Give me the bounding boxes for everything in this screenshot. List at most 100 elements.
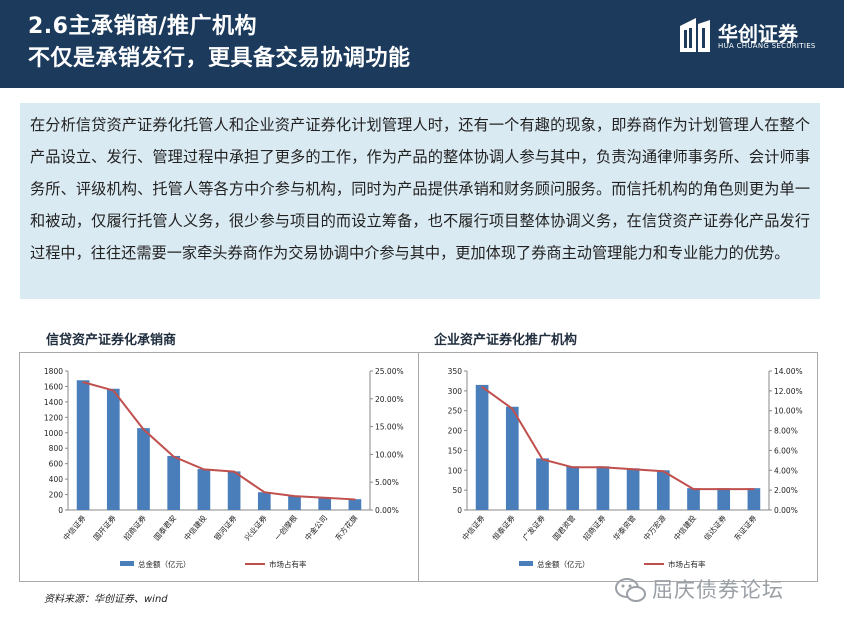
- chart2-share-point: [511, 407, 514, 410]
- chart2-share-point: [632, 468, 634, 471]
- logo-name-en: HUA CHUANG SECURITIES: [718, 42, 816, 50]
- chart1-share-point: [233, 470, 235, 473]
- chart2-left-tick-label: 250: [448, 407, 463, 416]
- watermark: 屈庆债券论坛: [614, 570, 824, 610]
- chart1-x-tick-label: 国泰君安: [151, 512, 178, 542]
- chart2-left-tick-label: 50: [452, 486, 462, 495]
- chart1-left-tick-label: 1400: [44, 398, 63, 407]
- chart2-x-tick-label: 恒泰证券: [490, 512, 517, 542]
- source-note: 资料来源：华创证券、wind: [44, 594, 168, 605]
- chart2-right-tick-label: 4.00%: [774, 466, 798, 475]
- chart1-share-point: [263, 491, 266, 494]
- chart1-share-point: [293, 495, 296, 497]
- chart2-right-tick-label: 10.00%: [774, 407, 803, 416]
- chart2-bar: [626, 468, 640, 510]
- slide-subtitle: 不仅是承销发行，更具备交易协调功能: [28, 46, 411, 71]
- chart1-share-point: [82, 381, 84, 383]
- chart1-right-tick-label: 5.00%: [375, 478, 399, 487]
- chart1-right-tick-label: 0.00%: [375, 506, 399, 515]
- chart2-left-tick-label: 100: [448, 466, 463, 475]
- chart1-right-tick-label: 10.00%: [375, 450, 404, 459]
- chart1-right-tick-label: 15.00%: [375, 423, 404, 432]
- building-logo-icon: [680, 18, 710, 52]
- chart2-share-line: [481, 386, 754, 491]
- chart1-left-tick-label: 400: [49, 475, 64, 484]
- chart1-panel: 0 200 400 600 800 1000 1200 1400 1600 1800 0.00% 5.…: [19, 352, 419, 582]
- chart1-x-tick-label: 招商证券: [121, 512, 148, 542]
- chart1-left-tick-label: 0: [58, 506, 63, 515]
- chart2-right-tick-label: 6.00%: [774, 446, 798, 455]
- chart2-x-tick-label: 东证证券: [731, 512, 758, 542]
- intro-paragraph: 在分析信贷资产证券化托管人和企业资产证券化计划管理人时，还有一个有趣的现象，即券…: [30, 116, 810, 262]
- chart2-x-tick-label: 国君资管: [550, 512, 577, 542]
- chart1-bar: [167, 455, 181, 510]
- chart2-bar: [505, 406, 519, 510]
- chart1-bar: [76, 380, 90, 510]
- chart2-right-tick-label: 8.00%: [774, 427, 798, 436]
- chart1-share-line: [82, 381, 355, 501]
- chart1-share-point: [323, 496, 326, 499]
- chart2-right-tick-label: 2.00%: [774, 486, 798, 495]
- chart2-bar: [656, 470, 670, 510]
- chart2-right-tick-label: 12.00%: [774, 387, 803, 396]
- chart1-x-tick-label: 中信证券: [61, 512, 88, 542]
- chart2-share-point: [692, 488, 695, 490]
- chart2-svg: 0 50 100 150 200 250 300 350 0.00% 2.00% 4.00% 6.00…: [448, 367, 803, 569]
- chart2-right-tick-label: 0.00%: [774, 506, 798, 515]
- chart2-legend-bar-label: 总金额（亿元）: [537, 559, 590, 569]
- intro-textbox: 在分析信贷资产证券化托管人和企业资产证券化计划管理人时，还有一个有趣的现象，即券…: [20, 103, 820, 299]
- chart2-x-tick-label: 中万宏源: [641, 512, 668, 542]
- chart2-bar: [566, 466, 580, 510]
- chart2-panel: 0 50 100 150 200 250 300 350 0.00% 2.00% 4.00% 6.00…: [418, 352, 818, 582]
- chart1-share-point: [172, 455, 175, 458]
- chart1-left-tick-label: 1200: [44, 413, 63, 422]
- company-logo: 华创证券 HUA CHUANG SECURITIES: [676, 16, 826, 56]
- chart2-x-tick-label: 广发证券: [520, 512, 547, 542]
- logo-name-cn: 华创证券: [718, 22, 798, 46]
- chart2-x-tick-label: 招商证券: [580, 512, 607, 542]
- chart1-share-point: [142, 428, 145, 431]
- chart1-share-point: [112, 389, 115, 392]
- slide-header: 2.6主承销商/推广机构 不仅是承销发行，更具备交易协调功能 华创证券 HUA …: [0, 0, 844, 88]
- chart2-bar: [536, 458, 549, 510]
- chart2-right-tick-label: 14.00%: [774, 367, 803, 376]
- chart2-left-tick-label: 350: [448, 367, 463, 376]
- chart1-svg: 0 200 400 600 800 1000 1200 1400 1600 1800 0.00% 5.…: [44, 367, 404, 569]
- chart2-x-tick-label: 华泰资管: [611, 512, 638, 542]
- chart1-bar: [257, 492, 271, 510]
- chart1-bar: [318, 497, 332, 510]
- chart1-title: 信贷资产证券化承销商: [46, 333, 177, 348]
- chart2-bar: [747, 488, 761, 510]
- chart1-x-tick-label: 国开证券: [91, 512, 118, 542]
- chart1-x-tick-label: 银河证券: [212, 512, 239, 542]
- chart2-left-tick-label: 0: [457, 506, 462, 515]
- chart1-left-tick-label: 1600: [44, 382, 63, 391]
- chart1-bar: [197, 469, 211, 510]
- chart2-left-tick-label: 200: [448, 427, 463, 436]
- chart2-x-tick-label: 中信证券: [460, 512, 487, 542]
- watermark-text: 屈庆债券论坛: [652, 578, 784, 602]
- chart1-right-tick-label: 20.00%: [375, 395, 404, 404]
- chart2-share-point: [481, 386, 483, 388]
- chart2-bar: [475, 384, 489, 510]
- slide-title: 2.6主承销商/推广机构: [28, 14, 258, 39]
- chart2-bar: [717, 488, 731, 510]
- chart1-x-tick-label: 一创摩根: [272, 512, 299, 542]
- chart1-bar: [227, 471, 241, 510]
- chart1-x-tick-label: 东方花旗: [332, 512, 359, 542]
- chart1-bar: [137, 428, 150, 510]
- chart2-legend-bar-swatch: [519, 561, 533, 566]
- chart2-share-point: [571, 466, 574, 469]
- chart1-x-tick-label: 兴业证券: [242, 512, 269, 542]
- chart1-share-point: [354, 498, 356, 501]
- chart1-legend-line-label: 市场占有率: [269, 559, 307, 569]
- chart1-legend-bar-label: 总金额（亿元）: [138, 559, 191, 569]
- chart1-bar: [288, 496, 301, 510]
- chart1-left-tick-label: 200: [49, 491, 64, 500]
- chart2-x-tick-label: 信达证券: [701, 512, 728, 542]
- chart2-share-point: [753, 488, 755, 490]
- chart1-x-tick-label: 中信建投: [181, 512, 208, 542]
- chart2-bar: [687, 488, 700, 510]
- chart1-bar: [348, 499, 362, 510]
- chart1-left-tick-label: 600: [49, 460, 64, 469]
